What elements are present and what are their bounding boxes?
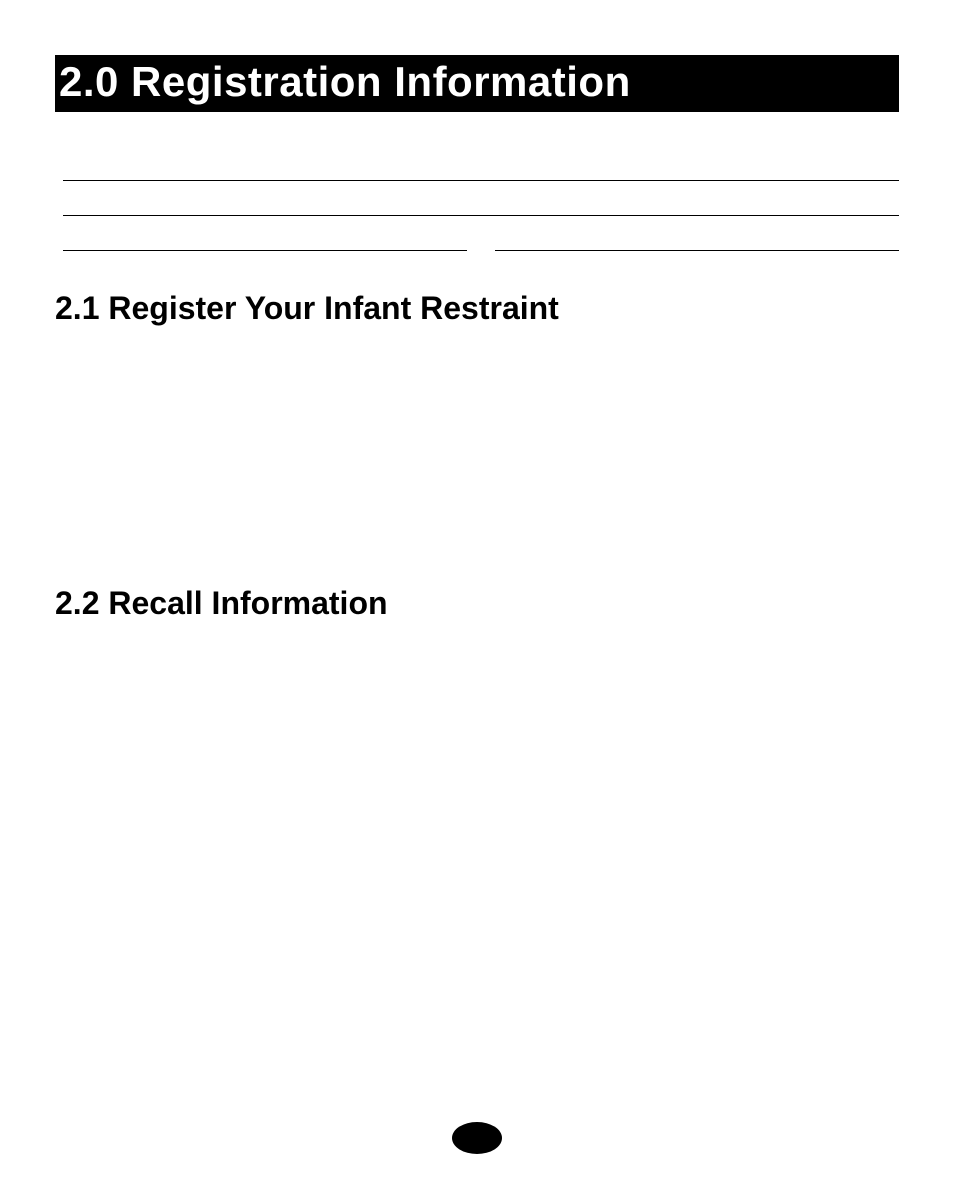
underline <box>63 232 467 251</box>
underline <box>63 197 899 216</box>
field-mfg-date <box>55 232 467 251</box>
heading-recall: 2.2 Recall Information <box>55 586 899 621</box>
field-purchase-date <box>487 232 899 251</box>
document-page: 2.0 Registration Information 2.1 Registe… <box>0 0 954 1179</box>
section-banner: 2.0 Registration Information <box>55 55 899 112</box>
underline <box>63 162 899 181</box>
underline <box>495 232 899 251</box>
banner-title: 2.0 Registration Information <box>59 58 631 105</box>
field-serial-number <box>55 197 899 216</box>
heading-register: 2.1 Register Your Infant Restraint <box>55 291 899 326</box>
page-number-badge <box>452 1122 502 1154</box>
form-fields <box>55 162 899 251</box>
field-model-number <box>55 162 899 181</box>
field-dates-row <box>55 232 899 251</box>
